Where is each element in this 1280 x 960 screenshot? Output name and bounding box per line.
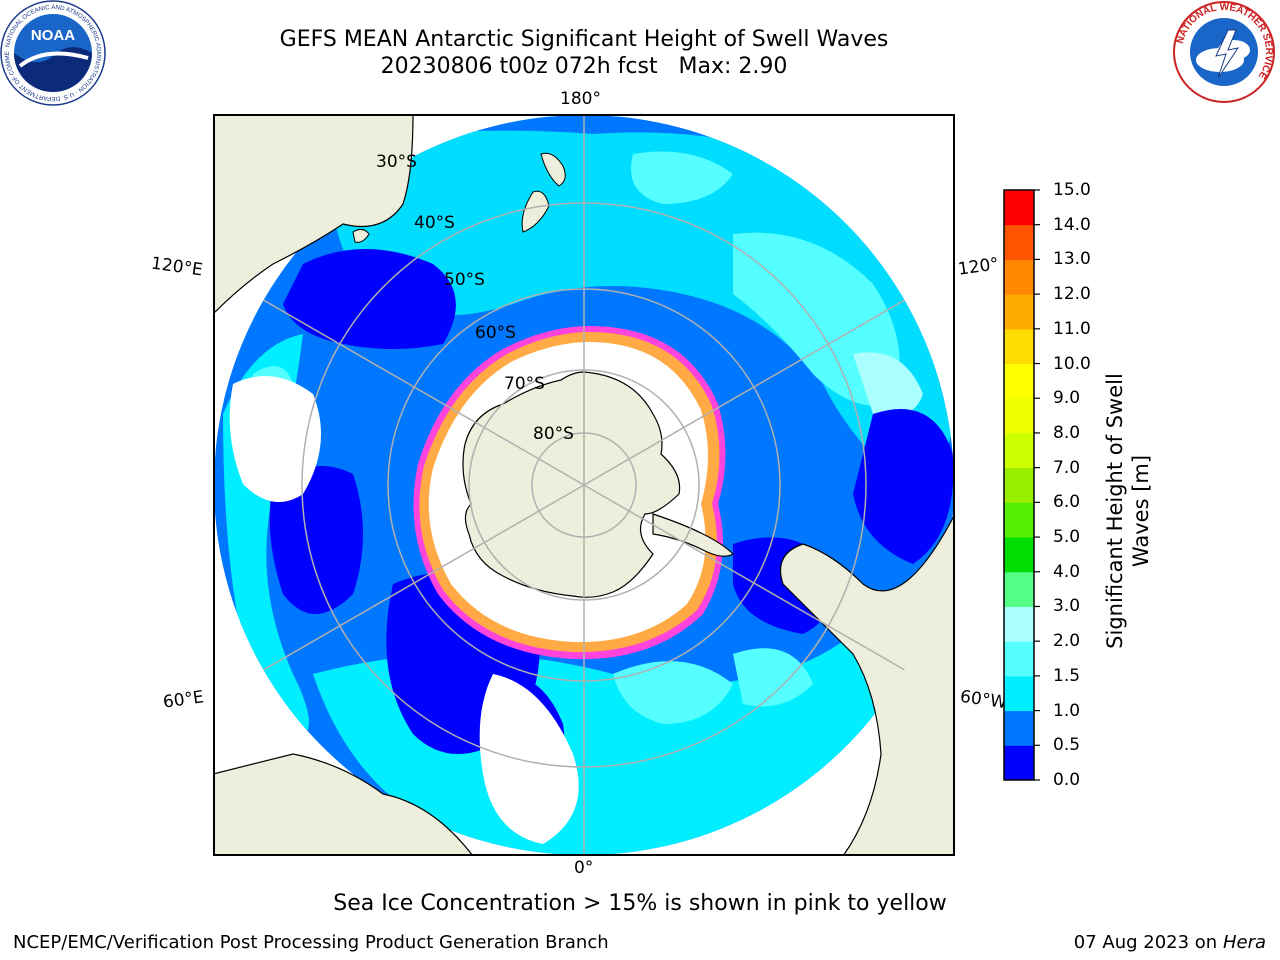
- lat-label-80s: 80°S: [533, 424, 574, 444]
- nws-logo: NATIONAL WEATHER SERVICE: [1173, 1, 1275, 103]
- colorbar-tick-label: 1.0: [1053, 700, 1081, 721]
- swell-band-cyan: [331, 130, 953, 494]
- chart-subtitle: 20230806 t00z 072h fcst Max: 2.90: [380, 54, 788, 79]
- colorbar-tick-label: 11.0: [1053, 318, 1091, 339]
- colorbar-tick-label: 10.0: [1053, 353, 1091, 374]
- lon-label-lower-right: 60°W: [958, 686, 1009, 714]
- footer-date-text: 07 Aug 2023 on: [1073, 932, 1218, 953]
- colorbar-tick-label: 6.0: [1053, 492, 1081, 513]
- colorbar-tick-label: 0.0: [1053, 770, 1081, 790]
- lon-label-bottom: 0°: [574, 858, 594, 878]
- colorbar-segment: [1004, 537, 1034, 573]
- swell-low-left-2: [269, 466, 363, 614]
- colorbar-tick-label: 7.0: [1053, 457, 1081, 478]
- swell-band-bottom-light-2: [733, 648, 813, 707]
- lat-label-70s: 70°S: [504, 374, 545, 394]
- colorbar-segment: [1004, 606, 1034, 642]
- colorbar-tick-label: 12.0: [1053, 284, 1091, 305]
- lon-label-upper-left: 120°E: [149, 253, 204, 281]
- antarctica: [462, 371, 681, 598]
- colorbar-tick-label: 5.0: [1053, 527, 1081, 548]
- lat-label-60s: 60°S: [475, 323, 516, 343]
- colorbar-segment: [1004, 432, 1034, 469]
- colorbar-segment: [1004, 328, 1034, 365]
- colorbar-segment: [1004, 675, 1034, 712]
- swell-low-right: [853, 409, 954, 564]
- colorbar-tick-label: 14.0: [1053, 214, 1091, 235]
- colorbar-tick-label: 3.0: [1053, 596, 1081, 617]
- swell-band-bottom-light: [613, 661, 733, 724]
- colorbar-segment: [1004, 294, 1034, 330]
- colorbar-segment: [1004, 224, 1034, 260]
- colorbar-segment: [1004, 363, 1034, 399]
- footer-host: Hera: [1222, 932, 1266, 953]
- colorbar-tick-label: 13.0: [1053, 249, 1091, 270]
- colorbar-segment: [1004, 745, 1034, 781]
- sea-ice-caption: Sea Ice Concentration > 15% is shown in …: [333, 891, 947, 916]
- colorbar-segment: [1004, 641, 1034, 677]
- footer-date: 07 Aug 2023 on Hera: [1074, 932, 1266, 954]
- graticule: [214, 115, 954, 855]
- lat-label-50s: 50°S: [444, 270, 485, 290]
- colorbar-segment: [1004, 190, 1034, 226]
- chart-title: GEFS MEAN Antarctic Significant Height o…: [279, 27, 889, 52]
- noaa-logo-text: NOAA: [31, 27, 75, 44]
- south-america: [779, 513, 955, 856]
- australia: [213, 114, 414, 315]
- swell-low-left: [283, 249, 456, 349]
- colorbar-segment: [1004, 502, 1034, 538]
- lat-label-30s: 30°S: [376, 152, 417, 172]
- tasmania: [352, 228, 370, 243]
- colorbar-segment: [1004, 467, 1034, 503]
- colorbar-segment: [1004, 571, 1034, 607]
- footer-organization: NCEP/EMC/Verification Post Processing Pr…: [13, 932, 609, 953]
- lon-label-top: 180°: [560, 89, 601, 109]
- polar-map: [213, 114, 955, 856]
- colorbar-segment: [1004, 259, 1034, 295]
- map-frame: [213, 114, 955, 856]
- noaa-logo: NOAA NATIONAL OCEANIC AND ATMOSPHERIC AD…: [0, 0, 106, 106]
- colorbar-segment: [1004, 710, 1034, 746]
- lon-label-upper-right: 120°: [956, 254, 1001, 280]
- colorbar-label-line1: Significant Height of Swell: [1103, 373, 1127, 649]
- lat-label-40s: 40°S: [414, 213, 455, 233]
- colorbar-tick-label: 0.5: [1053, 735, 1081, 756]
- colorbar-tick-label: 15.0: [1053, 180, 1091, 200]
- colorbar-frame: [1003, 189, 1035, 781]
- swell-band-lightcyan-2: [631, 151, 733, 204]
- colorbar-tick-label: 9.0: [1053, 388, 1081, 409]
- new-zealand-south: [521, 190, 550, 233]
- no-swell-bottom: [479, 674, 579, 844]
- lon-label-lower-left: 60°E: [161, 687, 206, 713]
- colorbar-tick-label: 2.0: [1053, 631, 1081, 652]
- colorbar-tick-label: 4.0: [1053, 561, 1081, 582]
- colorbar-tick-label: 8.0: [1053, 422, 1081, 443]
- colorbar-segment: [1004, 398, 1034, 434]
- new-zealand-north: [540, 152, 566, 187]
- colorbar-label: Significant Height of Swell Waves [m]: [1102, 301, 1154, 721]
- no-swell-left: [229, 376, 321, 502]
- colorbar-label-line2: Waves [m]: [1129, 454, 1153, 568]
- colorbar: [1003, 189, 1040, 781]
- swell-band-lightcyan-3: [853, 352, 923, 417]
- colorbar-tick-label: 1.5: [1053, 665, 1081, 686]
- africa: [213, 753, 474, 856]
